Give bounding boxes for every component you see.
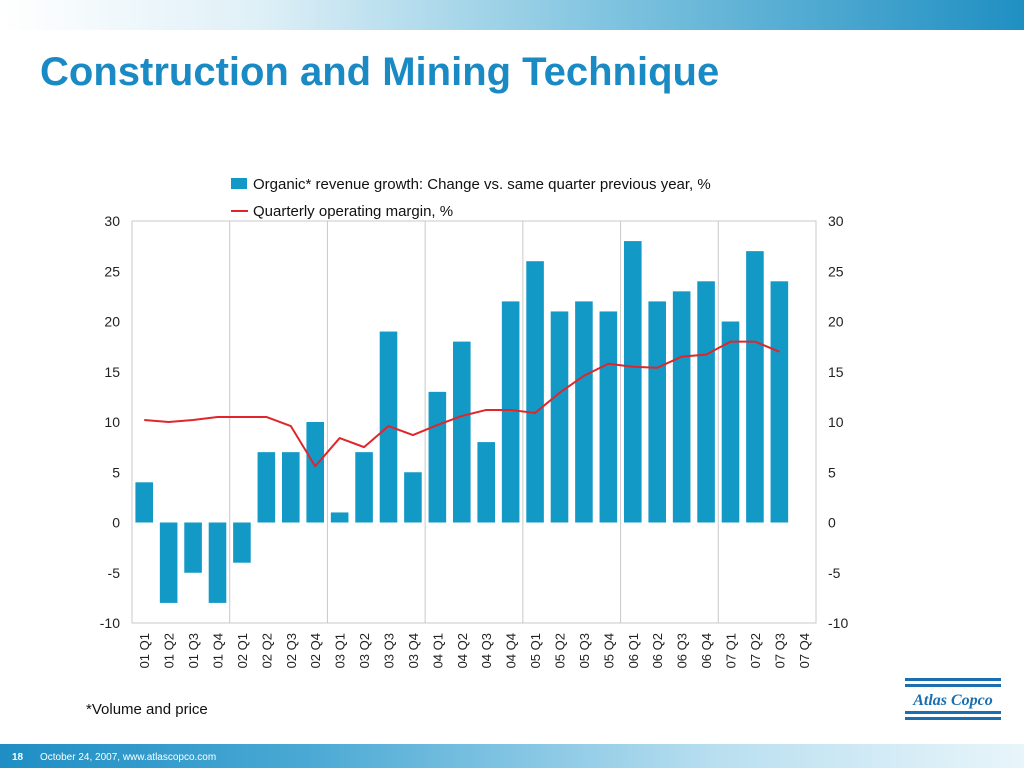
y-tick-label-right: 30 bbox=[828, 213, 844, 229]
y-tick-label-right: 25 bbox=[828, 263, 844, 279]
y-tick-label-left: 5 bbox=[112, 464, 120, 480]
bar bbox=[281, 452, 300, 523]
bar bbox=[257, 452, 276, 523]
y-tick-label-right: -5 bbox=[828, 565, 841, 581]
bar bbox=[355, 452, 373, 523]
y-tick-label-right: 5 bbox=[828, 464, 836, 480]
bar bbox=[501, 301, 520, 523]
page-number: 18 bbox=[12, 752, 24, 763]
y-tick-label-left: 10 bbox=[104, 414, 120, 430]
bar bbox=[233, 522, 251, 563]
bar bbox=[721, 321, 740, 523]
slide-title: Construction and Mining Technique bbox=[40, 50, 720, 94]
y-tick-label-right: 10 bbox=[828, 414, 844, 430]
plot-frame bbox=[131, 220, 817, 624]
bar bbox=[623, 241, 642, 523]
bar bbox=[575, 301, 593, 523]
bar bbox=[330, 512, 349, 523]
legend-line-label: Quarterly operating margin, % bbox=[253, 203, 453, 220]
bar bbox=[477, 442, 496, 523]
x-tick-label: 01 Q1 bbox=[137, 633, 152, 668]
x-tick-label: 06 Q3 bbox=[675, 633, 690, 668]
y-tick-label-right: -10 bbox=[828, 615, 848, 631]
x-tick-label: 03 Q3 bbox=[382, 633, 397, 668]
x-tick-label: 06 Q1 bbox=[626, 633, 641, 668]
footer-text: October 24, 2007, www.atlascopco.com bbox=[40, 752, 217, 763]
x-tick-label: 07 Q3 bbox=[772, 633, 787, 668]
operating-margin-line bbox=[144, 340, 780, 468]
bar bbox=[648, 301, 667, 523]
x-tick-label: 04 Q2 bbox=[455, 633, 470, 668]
y-tick-label-left: 30 bbox=[104, 213, 120, 229]
bar bbox=[526, 261, 544, 523]
x-tick-label: 02 Q1 bbox=[235, 633, 250, 668]
x-tick-label: 01 Q4 bbox=[211, 633, 226, 668]
y-tick-label-left: 0 bbox=[112, 515, 120, 531]
bar bbox=[135, 482, 154, 523]
bar bbox=[404, 472, 422, 523]
x-tick-label: 02 Q2 bbox=[259, 633, 274, 668]
bar bbox=[208, 522, 227, 603]
y-tick-label-left: 15 bbox=[104, 364, 120, 380]
bar bbox=[159, 522, 178, 603]
x-tick-label: 07 Q4 bbox=[797, 633, 812, 668]
x-tick-label: 07 Q1 bbox=[724, 633, 739, 668]
legend-bar-swatch bbox=[231, 178, 247, 189]
x-tick-label: 04 Q3 bbox=[479, 633, 494, 668]
y-tick-label-left: 25 bbox=[104, 263, 120, 279]
atlas-copco-logo: Atlas Copco bbox=[905, 678, 1001, 720]
x-tick-label: 03 Q1 bbox=[333, 633, 348, 668]
x-tick-label: 06 Q2 bbox=[650, 633, 665, 668]
bottom-gradient-band bbox=[0, 744, 1024, 768]
x-tick-label: 05 Q1 bbox=[528, 633, 543, 668]
y-tick-label-right: 15 bbox=[828, 364, 844, 380]
bar bbox=[452, 341, 471, 523]
x-tick-label: 07 Q2 bbox=[748, 633, 763, 668]
bar bbox=[746, 251, 764, 523]
bar bbox=[550, 311, 569, 523]
y-tick-label-left: -5 bbox=[108, 565, 121, 581]
bar bbox=[770, 281, 789, 523]
top-gradient-band bbox=[0, 0, 1024, 30]
x-tick-label: 01 Q2 bbox=[162, 633, 177, 668]
x-tick-label: 05 Q2 bbox=[553, 633, 568, 668]
svg-text:Atlas Copco: Atlas Copco bbox=[912, 692, 993, 709]
x-tick-label: 02 Q4 bbox=[308, 633, 323, 668]
x-tick-label: 04 Q1 bbox=[430, 633, 445, 668]
y-tick-label-left: 20 bbox=[104, 314, 120, 330]
bar bbox=[672, 291, 691, 523]
x-tick-label: 02 Q3 bbox=[284, 633, 299, 668]
x-tick-label: 03 Q4 bbox=[406, 633, 421, 668]
bar bbox=[428, 391, 447, 523]
x-tick-label: 04 Q4 bbox=[504, 633, 519, 668]
bar bbox=[184, 522, 202, 573]
x-tick-label: 01 Q3 bbox=[186, 633, 201, 668]
bar bbox=[697, 281, 715, 523]
x-tick-label: 03 Q2 bbox=[357, 633, 372, 668]
y-tick-label-left: -10 bbox=[100, 615, 120, 631]
x-tick-label: 05 Q3 bbox=[577, 633, 592, 668]
bar bbox=[599, 311, 618, 523]
y-tick-label-right: 20 bbox=[828, 314, 844, 330]
y-tick-label-right: 0 bbox=[828, 515, 836, 531]
bar bbox=[306, 422, 325, 523]
chart: 30 25 20 15 10 5 0 -5 -10 30 25 20 15 10 5 0 -5 -10 01 Q1 0… bbox=[100, 176, 849, 668]
legend-bar-label: Organic* revenue growth: Change vs. same… bbox=[253, 176, 711, 193]
x-tick-label: 06 Q4 bbox=[699, 633, 714, 668]
x-tick-label: 05 Q4 bbox=[601, 633, 616, 668]
footnote: *Volume and price bbox=[86, 701, 208, 718]
